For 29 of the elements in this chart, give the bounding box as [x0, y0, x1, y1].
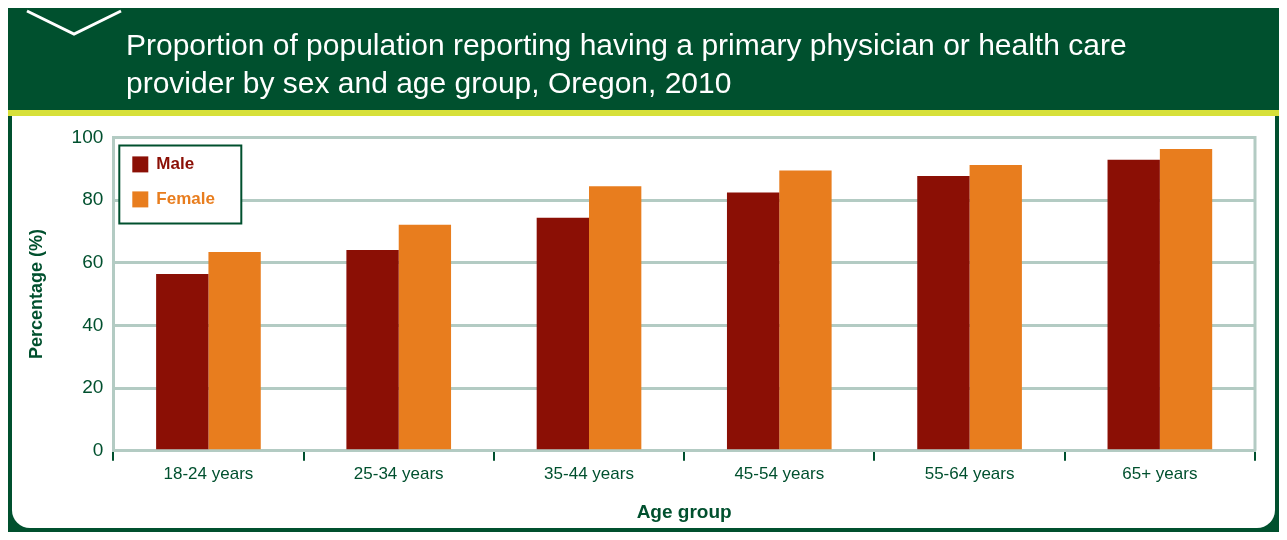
- bar: [156, 274, 209, 450]
- bar: [208, 252, 261, 450]
- bar: [917, 175, 970, 450]
- y-tick-label: 60: [82, 250, 104, 272]
- y-tick-label: 20: [82, 376, 104, 398]
- bar: [726, 192, 780, 450]
- bar: [536, 217, 590, 450]
- bar: [346, 249, 399, 450]
- y-tick-label: 40: [82, 313, 104, 335]
- x-tick-label: 65+ years: [1122, 463, 1198, 483]
- y-tick-label: 80: [82, 188, 104, 210]
- x-tick-label: 35-44 years: [544, 463, 634, 483]
- bar: [398, 224, 452, 450]
- bar: [1107, 159, 1160, 450]
- x-tick-label: 45-54 years: [734, 463, 825, 483]
- chart-title: Proportion of population reporting having a primary physician or health care provider by sex and age group, Oregon, 2010: [126, 27, 1128, 101]
- bar: [589, 186, 642, 450]
- y-axis-title: Percentage (%): [25, 229, 46, 360]
- x-axis-title: Age group: [636, 500, 732, 522]
- y-tick-label: 0: [92, 439, 104, 461]
- bar: [969, 164, 1022, 450]
- x-tick-label: 55-64 years: [924, 463, 1015, 483]
- x-tick-label: 25-34 years: [353, 463, 444, 483]
- bar: [1159, 149, 1213, 450]
- legend-label: Female: [156, 189, 215, 209]
- bar: [779, 170, 832, 450]
- y-tick-label: 100: [71, 125, 104, 147]
- x-tick-label: 18-24 years: [163, 463, 254, 483]
- legend-label: Male: [156, 154, 195, 174]
